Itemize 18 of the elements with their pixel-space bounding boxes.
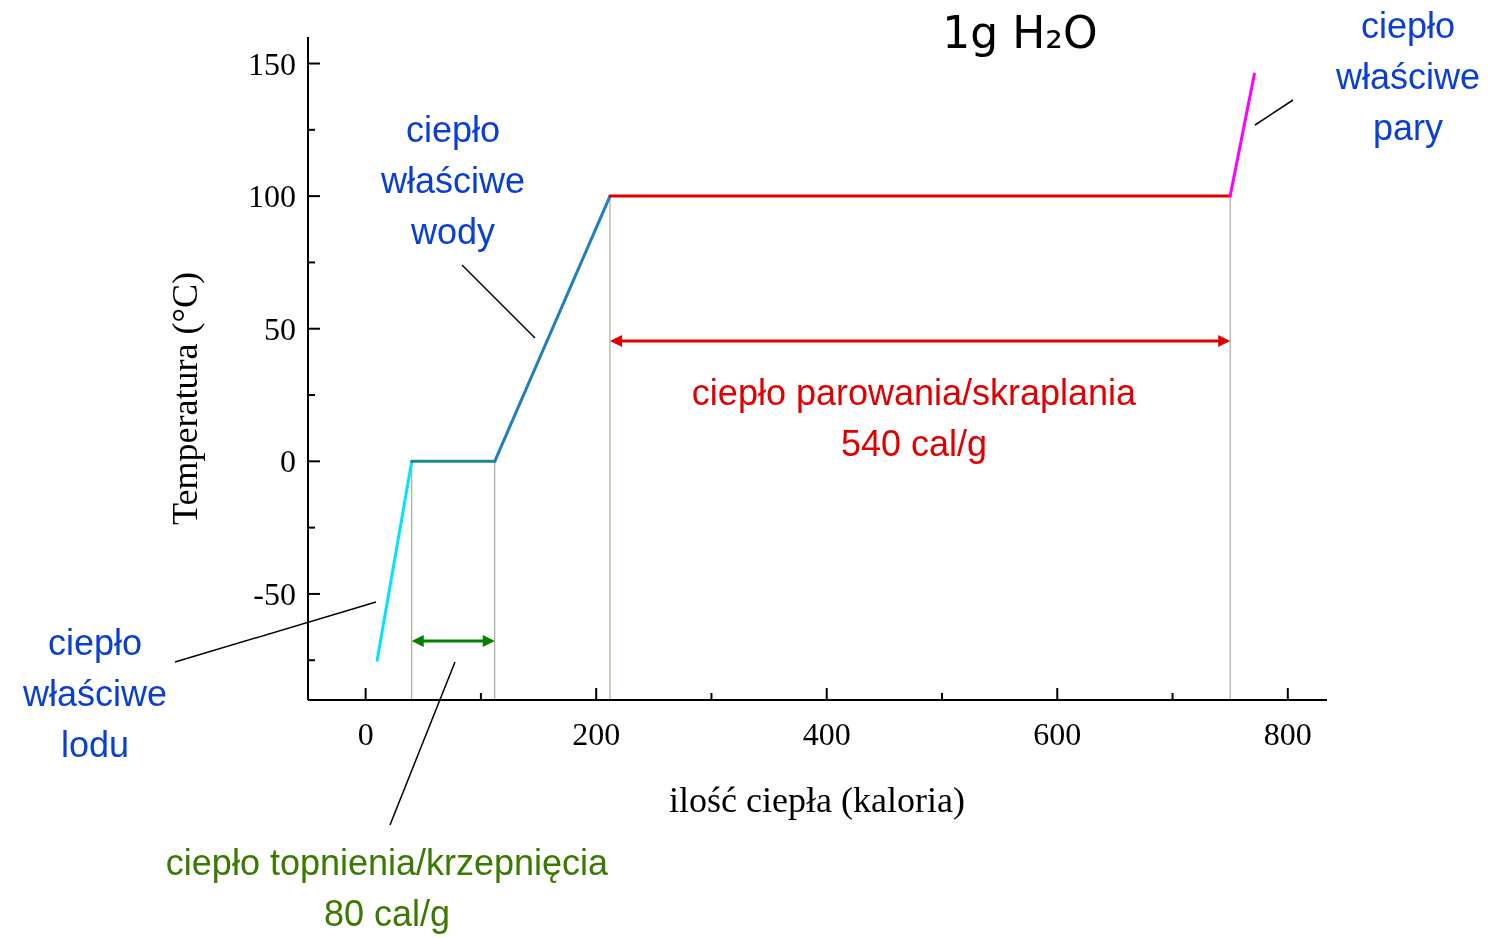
x-axis-title: ilość ciepła (kaloria) [669, 780, 965, 820]
y-tick-label: 100 [248, 178, 296, 215]
x-tick-label: 200 [572, 716, 621, 752]
x-tick-label: 400 [802, 716, 851, 752]
x-tick-label: 0 [357, 716, 374, 752]
x-tick-label: 800 [1263, 716, 1312, 752]
text: ciepło właściwe lodu [21, 622, 168, 765]
annotation: ciepło parowania/skraplania 540 cal/g [691, 372, 1138, 464]
annotation: ciepło właściwe wody [379, 109, 526, 252]
y-tick-label: 50 [264, 310, 296, 347]
text: ciepło właściwe pary [1334, 5, 1481, 148]
y-tick-label: 0 [280, 443, 296, 480]
y-axis-title: Temperatura (°C) [165, 272, 205, 525]
text: ciepło topnienia/krzepnięcia 80 cal/g [165, 842, 610, 934]
x-tick-label: 600 [1033, 716, 1082, 752]
y-tick-label: 150 [248, 45, 296, 82]
y-tick-label: -50 [253, 575, 296, 612]
chart-title: 1g H₂O [942, 7, 1098, 58]
